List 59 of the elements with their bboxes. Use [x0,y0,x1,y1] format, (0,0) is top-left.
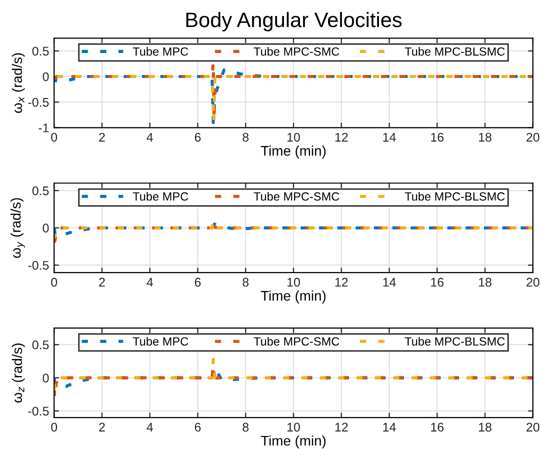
x-tick-label: 2 [99,278,105,287]
y-tick-label: 0 [42,374,49,382]
x-tick-label: 8 [242,132,249,142]
y-tick-label: -0.5 [28,98,49,107]
x-tick-label: 18 [479,132,492,142]
y-tick-label: 0 [42,72,49,82]
legend-label: Tube MPC [132,192,188,201]
y-tick-label: 0.5 [32,46,49,56]
x-tick-label: 14 [383,422,396,432]
x-axis-title: Time (min) [260,290,326,304]
x-tick-label: 18 [479,422,492,432]
x-tick-label: 14 [383,278,396,287]
x-tick-label: 0 [51,422,58,432]
x-tick-label: 6 [194,132,201,142]
x-tick-label: 4 [146,278,153,287]
x-tick-label: 14 [383,132,396,142]
x-tick-label: 0 [51,132,58,142]
x-tick-label: 16 [431,132,444,142]
y-axis-title: ω$_{x}$ (rad/s) [12,53,25,113]
x-tick-label: 20 [526,278,540,287]
x-tick-label: 10 [287,132,300,142]
x-tick-label: 2 [99,132,105,142]
x-tick-label: 8 [242,422,249,432]
y-tick-label: -0.5 [28,406,49,416]
x-tick-label: 10 [287,278,300,287]
legend-label: Tube MPC-BLSMC [404,336,505,346]
x-tick-label: 20 [526,132,540,142]
y-axis-title: ω$_{z}$ (rad/s) [12,344,25,403]
x-tick-label: 12 [335,132,348,142]
x-tick-label: 16 [431,422,444,432]
x-tick-label: 2 [99,422,105,432]
legend-label: Tube MPC [132,336,188,346]
x-tick-label: 16 [431,278,444,287]
legend-label: Tube MPC-SMC [254,336,340,346]
x-tick-label: 20 [526,422,540,432]
y-tick-label: 0.5 [32,186,49,196]
y-tick-label: -0.5 [28,260,49,270]
legend-label: Tube MPC [132,47,188,56]
legend-label: Tube MPC-BLSMC [404,47,505,56]
x-axis-title: Time (min) [260,435,326,448]
x-axis-title: Time (min) [260,146,326,158]
x-tick-label: 18 [479,278,492,287]
y-axis-title: ω$_{y}$ (rad/s) [10,198,25,258]
x-tick-label: 12 [335,422,348,432]
chart-title: Body Angular Velocities [186,12,402,32]
x-tick-label: 6 [194,422,201,432]
x-tick-label: 8 [242,278,249,287]
legend-label: Tube MPC-SMC [254,47,340,56]
x-tick-label: 4 [146,422,153,432]
y-tick-label: 0.5 [32,340,49,350]
x-tick-label: 12 [335,278,348,287]
x-tick-label: 6 [194,278,201,287]
x-tick-label: 10 [287,422,300,432]
legend-label: Tube MPC-BLSMC [404,192,505,201]
legend-label: Tube MPC-SMC [254,192,340,201]
y-tick-label: -1 [38,124,49,132]
y-tick-label: 0 [42,224,49,233]
x-tick-label: 0 [51,278,58,287]
x-tick-label: 4 [146,132,153,142]
